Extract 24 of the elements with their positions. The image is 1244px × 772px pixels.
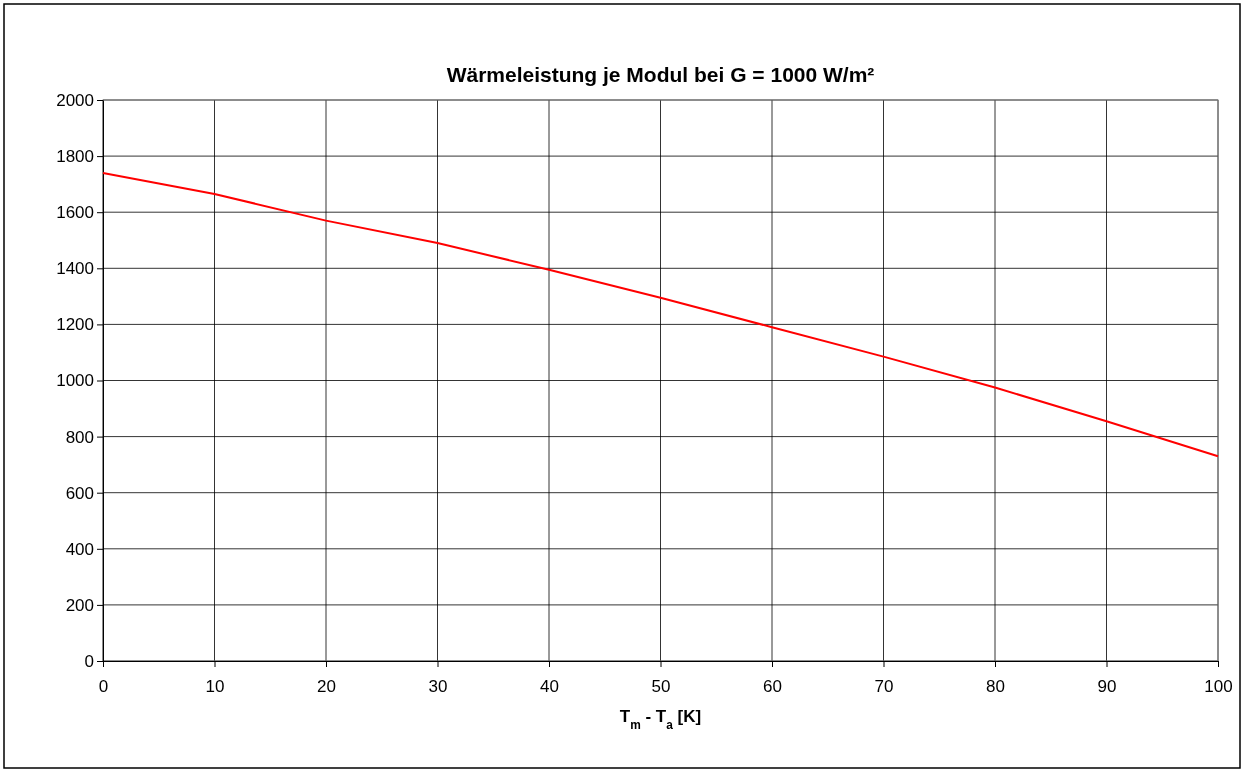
- x-tick-label: 60: [763, 677, 782, 697]
- x-tick-label: 10: [205, 677, 225, 697]
- y-tick-label: 1000: [56, 371, 94, 391]
- x-tick-label: 20: [317, 677, 336, 697]
- y-tick-label: 1400: [56, 259, 94, 279]
- x-tick-label: 70: [874, 677, 894, 697]
- x-tick-label: 90: [1097, 677, 1117, 697]
- x-tick-label: 100: [1204, 677, 1233, 697]
- x-tick-label: 40: [540, 677, 559, 697]
- x-tick-label: 50: [651, 677, 671, 697]
- y-tick-label: 400: [65, 539, 94, 559]
- y-tick-label: 1200: [56, 315, 94, 335]
- x-tick-label: 0: [98, 677, 109, 697]
- x-axis-title: T$_{m}$ - T$_{a}$ [K]: [619, 707, 702, 732]
- y-tick-label: 600: [65, 483, 94, 503]
- y-tick-label: 200: [65, 595, 94, 615]
- y-tick-label: 800: [65, 427, 94, 447]
- y-tick-label: 2000: [56, 90, 94, 110]
- x-tick-label: 80: [986, 677, 1005, 697]
- y-tick-label: 1800: [56, 147, 94, 167]
- x-tick-label: 30: [428, 677, 448, 697]
- y-tick-label: 1600: [56, 203, 94, 223]
- chart-title: Wärmeleistung je Modul bei G = 1000 W/m²: [446, 63, 875, 86]
- y-tick-label: 0: [84, 651, 94, 671]
